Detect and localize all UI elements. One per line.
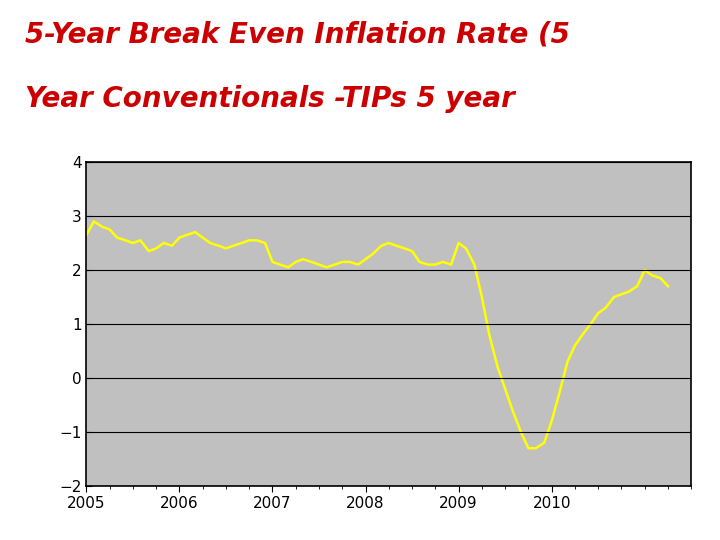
Text: Year Conventionals -TIPs 5 year: Year Conventionals -TIPs 5 year: [24, 85, 515, 113]
Text: 5-Year Break Even Inflation Rate (5: 5-Year Break Even Inflation Rate (5: [24, 21, 570, 49]
